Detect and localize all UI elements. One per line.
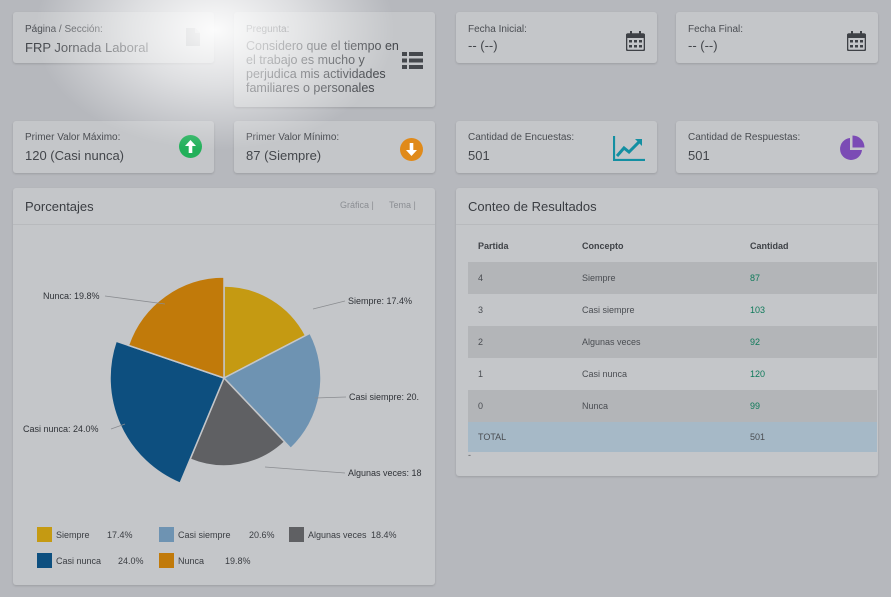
legend-percent: 17.4% — [107, 530, 133, 540]
table-total-row: TOTAL 501 — [468, 422, 877, 452]
question-text: Considero que el tiempo en el trabajo es… — [246, 39, 399, 95]
arrow-down-circle-icon — [400, 138, 423, 161]
total-value: 501 — [740, 422, 877, 452]
pie-legend: Siempre 17.4% Casi siempre 20.6% Algunas vec… — [13, 188, 435, 585]
start-date-label: Fecha Inicial: — [468, 24, 527, 35]
trend-chart-icon — [613, 136, 645, 161]
question-label: Pregunta: — [246, 24, 290, 35]
question-card: Pregunta: Considero que el tiempo en el … — [234, 12, 435, 107]
partida-cell: 0 — [478, 401, 484, 411]
panel-divider — [456, 224, 878, 225]
table-footnote: - — [468, 450, 471, 460]
responses-count-value: 501 — [688, 148, 710, 163]
page-section-label: Página / Sección: — [25, 24, 103, 35]
partida-cell: 3 — [478, 305, 484, 315]
concepto-cell: Casi nunca — [582, 369, 628, 379]
legend-percent: 24.0% — [118, 556, 144, 566]
partida-cell: 4 — [478, 273, 484, 283]
end-date-value: -- (--) — [688, 38, 718, 53]
legend-swatch — [289, 527, 304, 542]
table-row: 2 Algunas veces 92 — [468, 326, 877, 358]
table-row: 1 Casi nunca 120 — [468, 358, 877, 390]
max-value: 120 (Casi nunca) — [25, 148, 124, 163]
pie-chart-icon — [840, 135, 865, 160]
partida-cell: 1 — [478, 369, 484, 379]
responses-count-card: Cantidad de Respuestas: 501 — [676, 121, 878, 173]
min-value-card: Primer Valor Mínimo: 87 (Siempre) — [234, 121, 435, 173]
concepto-cell: Casi siempre — [582, 305, 635, 315]
legend-swatch — [159, 553, 174, 568]
legend-percent: 19.8% — [225, 556, 251, 566]
legend-percent: 18.4% — [371, 530, 397, 540]
cantidad-cell: 92 — [750, 337, 761, 347]
cantidad-cell: 120 — [750, 369, 766, 379]
list-icon — [402, 52, 423, 69]
legend-label: Algunas veces — [308, 530, 367, 540]
table-row: 4 Siempre 87 — [468, 262, 877, 294]
results-title: Conteo de Resultados — [468, 199, 597, 214]
legend-percent: 20.6% — [249, 530, 275, 540]
cantidad-cell: 103 — [750, 305, 766, 315]
column-header: Cantidad — [750, 241, 789, 251]
total-label: TOTAL — [468, 422, 740, 452]
cantidad-cell: 99 — [750, 401, 761, 411]
table-row: 3 Casi siempre 103 — [468, 294, 877, 326]
table-row: 0 Nunca 99 — [468, 390, 877, 422]
surveys-count-card: Cantidad de Encuestas: 501 — [456, 121, 657, 173]
arrow-up-circle-icon — [179, 135, 202, 158]
table-header-row: Partida Concepto Cantidad — [468, 230, 877, 262]
results-table: Partida Concepto Cantidad 4 Siempre 87 3… — [468, 230, 877, 452]
end-date-label: Fecha Final: — [688, 24, 744, 35]
page-section-card: Página / Sección: FRP Jornada Laboral — [13, 12, 214, 63]
concepto-cell: Siempre — [582, 273, 616, 283]
surveys-count-value: 501 — [468, 148, 490, 163]
legend-label: Siempre — [56, 530, 90, 540]
surveys-count-label: Cantidad de Encuestas: — [468, 132, 575, 143]
concepto-cell: Algunas veces — [582, 337, 641, 347]
calendar-icon[interactable] — [626, 31, 645, 51]
start-date-card[interactable]: Fecha Inicial: -- (--) — [456, 12, 657, 63]
responses-count-label: Cantidad de Respuestas: — [688, 132, 801, 143]
results-panel: Conteo de Resultados Partida Concepto Ca… — [456, 188, 878, 476]
legend-label: Casi siempre — [178, 530, 231, 540]
min-value: 87 (Siempre) — [246, 148, 322, 163]
concepto-cell: Nunca — [582, 401, 609, 411]
min-value-label: Primer Valor Mínimo: — [246, 132, 340, 143]
legend-swatch — [159, 527, 174, 542]
max-value-label: Primer Valor Máximo: — [25, 132, 121, 143]
partida-cell: 2 — [478, 337, 484, 347]
column-header: Partida — [478, 241, 509, 251]
document-icon — [186, 28, 200, 46]
column-header: Concepto — [582, 241, 624, 251]
max-value-card: Primer Valor Máximo: 120 (Casi nunca) — [13, 121, 214, 173]
page-section-value: FRP Jornada Laboral — [25, 40, 149, 55]
legend-label: Casi nunca — [56, 556, 102, 566]
legend-swatch — [37, 553, 52, 568]
calendar-icon[interactable] — [847, 31, 866, 51]
cantidad-cell: 87 — [750, 273, 761, 283]
percentages-panel: Porcentajes Gráfica | Tema | Siempre: 17… — [13, 188, 435, 585]
legend-swatch — [37, 527, 52, 542]
end-date-card[interactable]: Fecha Final: -- (--) — [676, 12, 878, 63]
start-date-value: -- (--) — [468, 38, 498, 53]
legend-label: Nunca — [178, 556, 205, 566]
